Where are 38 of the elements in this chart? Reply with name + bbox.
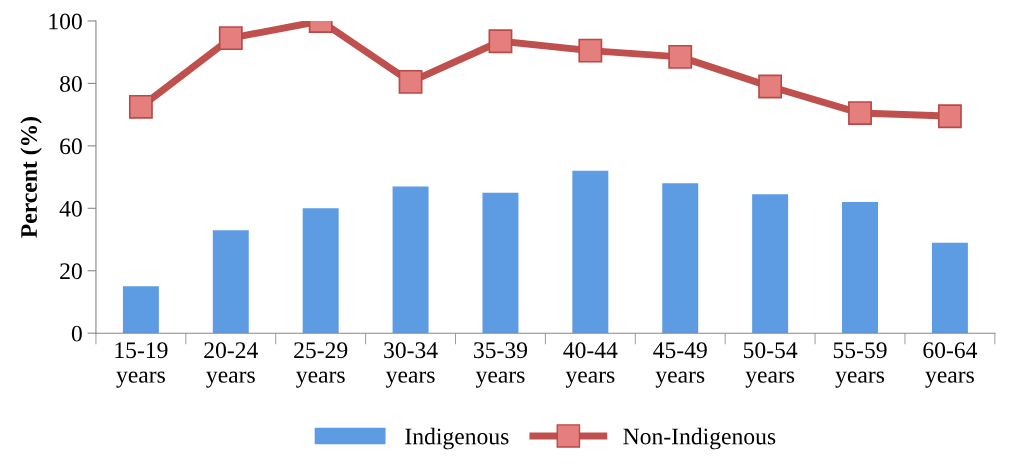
bar [482,192,519,334]
y-tick-label: 20 [60,263,82,280]
point [488,29,513,54]
point [398,69,423,94]
x-tick-label: 30-34 years [384,342,438,388]
bar [931,242,968,334]
bar [122,286,159,334]
bar [752,194,789,334]
bar [572,170,609,334]
bar [212,230,249,334]
y-tick-label: 40 [59,200,82,217]
y-axis-title: Percent (%) [20,117,42,238]
y-tick-label: 100 [49,13,82,30]
legend-label: Non-Indigenous [623,427,776,450]
x-tick-label: 60-64 years [923,342,978,388]
x-tick-label: 20-24 years [204,342,258,388]
bar [302,208,339,334]
point [758,74,783,99]
point [218,26,243,51]
x-tick-label: 40-44 years [563,342,618,388]
x-tick-label: 35-39 years [474,342,528,388]
legend-label: Indigenous [405,427,509,450]
point [578,38,603,63]
x-tick-label: 25-29 years [294,342,348,388]
x-tick-label: 55-59 years [833,342,887,388]
y-tick-label: 60 [60,138,82,155]
bar [662,183,699,334]
x-tick-label: 50-54 years [743,342,798,388]
point [668,44,693,69]
point [937,104,962,129]
x-tick-label: 45-49 years [653,342,707,388]
bar [392,186,429,334]
y-tick-label: 0 [71,325,82,342]
point [128,94,153,119]
x-tick-label: 15-19 years [115,342,168,388]
bar [842,202,878,334]
point [848,101,872,126]
y-tick-label: 80 [60,75,82,92]
